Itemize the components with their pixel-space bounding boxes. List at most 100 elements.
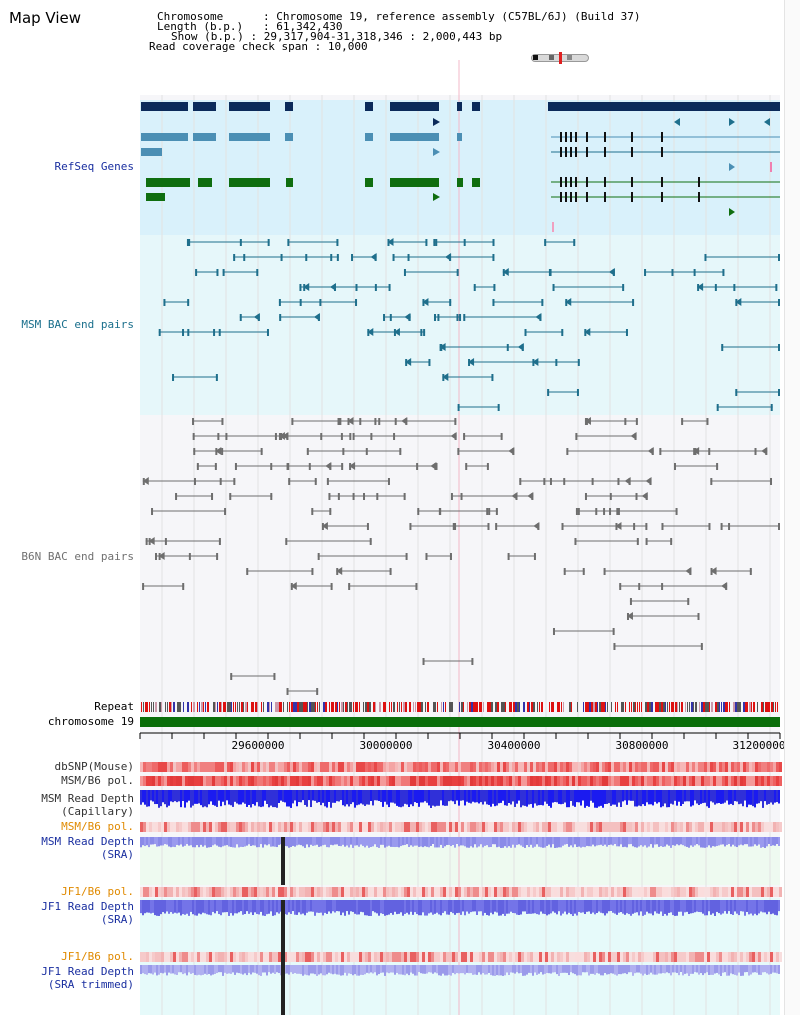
depth-bar <box>606 965 608 975</box>
heat-cell <box>722 887 725 897</box>
heat-cell <box>698 822 701 832</box>
bac-end <box>151 508 154 515</box>
repeat-mark <box>503 702 505 712</box>
repeat-mark <box>167 702 168 712</box>
heat-cell <box>182 822 185 832</box>
heat-cell <box>614 776 617 786</box>
heat-cell <box>335 887 338 897</box>
heat-cell <box>605 776 608 786</box>
heat-cell <box>440 762 443 772</box>
bac-end <box>491 374 494 381</box>
heat-cell <box>596 762 599 772</box>
repeat-mark <box>641 702 642 712</box>
repeat-mark <box>687 702 688 712</box>
heat-cell <box>545 762 548 772</box>
depth-bar <box>290 965 292 973</box>
heat-cell <box>710 887 713 897</box>
depth-bar <box>712 790 714 803</box>
heat-cell <box>389 887 392 897</box>
depth-bar <box>704 900 706 916</box>
depth-bar <box>492 965 494 976</box>
heat-cell <box>407 776 410 786</box>
bac-end <box>495 523 498 530</box>
depth-bar <box>544 790 546 802</box>
depth-bar <box>742 900 744 912</box>
depth-bar <box>522 790 524 806</box>
bac-end <box>563 568 566 575</box>
depth-bar <box>478 790 480 804</box>
gene-block <box>229 178 270 187</box>
heat-cell <box>635 822 638 832</box>
refseq-band <box>140 100 780 235</box>
heat-cell <box>380 822 383 832</box>
depth-bar <box>250 965 252 975</box>
heat-cell <box>314 762 317 772</box>
heat-cell <box>410 952 413 962</box>
heat-cell <box>422 776 425 786</box>
heat-cell <box>431 776 434 786</box>
show-row: Show (b.p.) : 29,317,904-31,318,346 : 2,… <box>171 30 503 43</box>
depth-bar <box>766 965 768 974</box>
chromosome-ideogram[interactable] <box>529 52 589 64</box>
depth-bar <box>616 900 618 915</box>
heat-cell <box>530 762 533 772</box>
bac-end <box>196 463 199 470</box>
depth-bar <box>640 790 642 807</box>
heat-cell <box>410 762 413 772</box>
depth-bar <box>148 900 150 913</box>
heat-cell <box>596 887 599 897</box>
depth-bar <box>352 790 354 803</box>
heat-cell <box>764 887 767 897</box>
heat-cell <box>407 822 410 832</box>
repeat-mark <box>311 702 313 712</box>
depth-bar <box>604 837 606 845</box>
depth-bar <box>678 900 680 912</box>
heat-cell <box>266 776 269 786</box>
heat-cell <box>266 762 269 772</box>
depth-bar <box>700 965 702 974</box>
heat-cell <box>320 887 323 897</box>
heat-cell <box>362 776 365 786</box>
depth-bar <box>582 900 584 913</box>
repeat-mark <box>665 702 666 712</box>
depth-bar <box>734 965 736 975</box>
repeat-mark <box>651 702 653 712</box>
depth-bar <box>504 965 506 976</box>
heat-cell <box>164 822 167 832</box>
heat-cell <box>566 762 569 772</box>
depth-bar <box>776 900 778 916</box>
heat-cell <box>233 776 236 786</box>
depth-bar <box>446 900 448 915</box>
depth-bar <box>266 837 268 846</box>
repeat-mark <box>667 702 668 712</box>
bac-arrow <box>468 358 475 366</box>
heat-cell <box>731 887 734 897</box>
heat-cell <box>533 776 536 786</box>
depth-bar <box>214 790 216 806</box>
heat-cell <box>767 762 770 772</box>
bac-end <box>403 493 406 500</box>
depth-bar <box>458 900 460 913</box>
heat-cell <box>749 822 752 832</box>
heat-cell <box>224 762 227 772</box>
depth-bar <box>430 790 432 808</box>
gene-arrow <box>674 118 680 126</box>
depth-bar <box>318 900 320 913</box>
track-label-msm-depth-sra-sub: (SRA) <box>100 848 134 861</box>
heat-cell <box>374 952 377 962</box>
depth-bar <box>410 790 412 805</box>
depth-bar <box>612 790 614 805</box>
vertical-scrollbar[interactable] <box>784 0 800 1015</box>
heat-cell <box>557 762 560 772</box>
heat-cell <box>143 822 146 832</box>
heat-cell <box>338 822 341 832</box>
depth-bar <box>472 790 474 802</box>
depth-bar <box>528 837 530 848</box>
depth-bar <box>668 965 670 974</box>
depth-bar <box>278 790 280 804</box>
heat-cell <box>242 762 245 772</box>
repeat-mark <box>529 702 530 712</box>
heat-cell <box>218 952 221 962</box>
heat-cell <box>317 822 320 832</box>
